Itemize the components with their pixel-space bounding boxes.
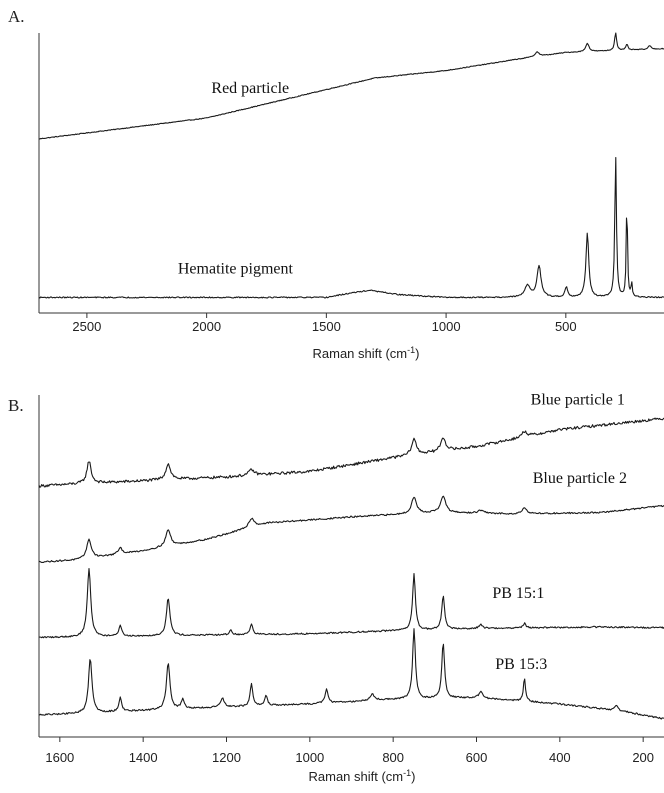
trace-blue-particle-2	[38, 495, 664, 564]
panel-b-xlabel-sup: -1	[403, 768, 411, 778]
panel-a-letter: A.	[8, 7, 25, 26]
panel-b-traces	[38, 417, 664, 720]
panel-b-letter: B.	[8, 396, 24, 415]
panel-a-tick-label: 2500	[72, 319, 101, 334]
panel-b-tick-label: 200	[632, 750, 654, 765]
panel-b-x-ticks: 1600 1400 1200 1000 800 600 400 200	[45, 737, 654, 765]
trace-blue-particle-1	[38, 417, 664, 488]
panel-a-tick-label: 2000	[192, 319, 221, 334]
panel-b-tick-label: 1200	[212, 750, 241, 765]
panel-a-tick-label: 1000	[432, 319, 461, 334]
label-blue-particle-1: Blue particle 1	[531, 392, 625, 409]
panel-b-tick-label: 600	[466, 750, 488, 765]
panel-a: A. 2500 2000 1500 1000 500 Red particle Hemat…	[8, 7, 664, 361]
trace-hematite-pigment	[38, 157, 664, 299]
panel-b-xlabel-end: )	[411, 769, 415, 784]
panel-b: B. 1600 1400 1200 1000 800 600 400 200 Blue par…	[8, 392, 664, 784]
label-hematite-pigment: Hematite pigment	[178, 260, 294, 277]
panel-b-tick-label: 1000	[295, 750, 324, 765]
panel-a-tick-label: 1500	[312, 319, 341, 334]
panel-a-xlabel-sup: -1	[407, 345, 415, 355]
panel-b-tick-label: 400	[549, 750, 571, 765]
label-pb-15-3: PB 15:3	[495, 656, 547, 673]
panel-b-tick-label: 800	[382, 750, 404, 765]
trace-pb-15-1	[38, 567, 664, 639]
panel-a-x-ticks: 2500 2000 1500 1000 500	[72, 313, 577, 334]
trace-pb-15-3	[38, 628, 664, 720]
panel-a-xlabel-end: )	[415, 346, 419, 361]
trace-red-particle	[38, 32, 664, 140]
label-blue-particle-2: Blue particle 2	[533, 470, 627, 487]
panel-a-tick-label: 500	[555, 319, 577, 334]
panel-b-trace-labels: Blue particle 1 Blue particle 2 PB 15:1 PB …	[492, 392, 627, 673]
panel-a-xlabel-text: Raman shift (cm	[313, 346, 408, 361]
label-pb-15-1: PB 15:1	[492, 585, 544, 602]
panel-b-xlabel-text: Raman shift (cm	[309, 769, 404, 784]
panel-b-tick-label: 1400	[129, 750, 158, 765]
panel-a-x-axis-title: Raman shift (cm-1)	[313, 345, 420, 361]
label-red-particle: Red particle	[211, 80, 289, 97]
panel-a-traces	[38, 32, 664, 299]
panel-a-trace-labels: Red particle Hematite pigment	[178, 80, 294, 278]
panel-b-x-axis-title: Raman shift (cm-1)	[309, 768, 416, 784]
panel-b-tick-label: 1600	[45, 750, 74, 765]
